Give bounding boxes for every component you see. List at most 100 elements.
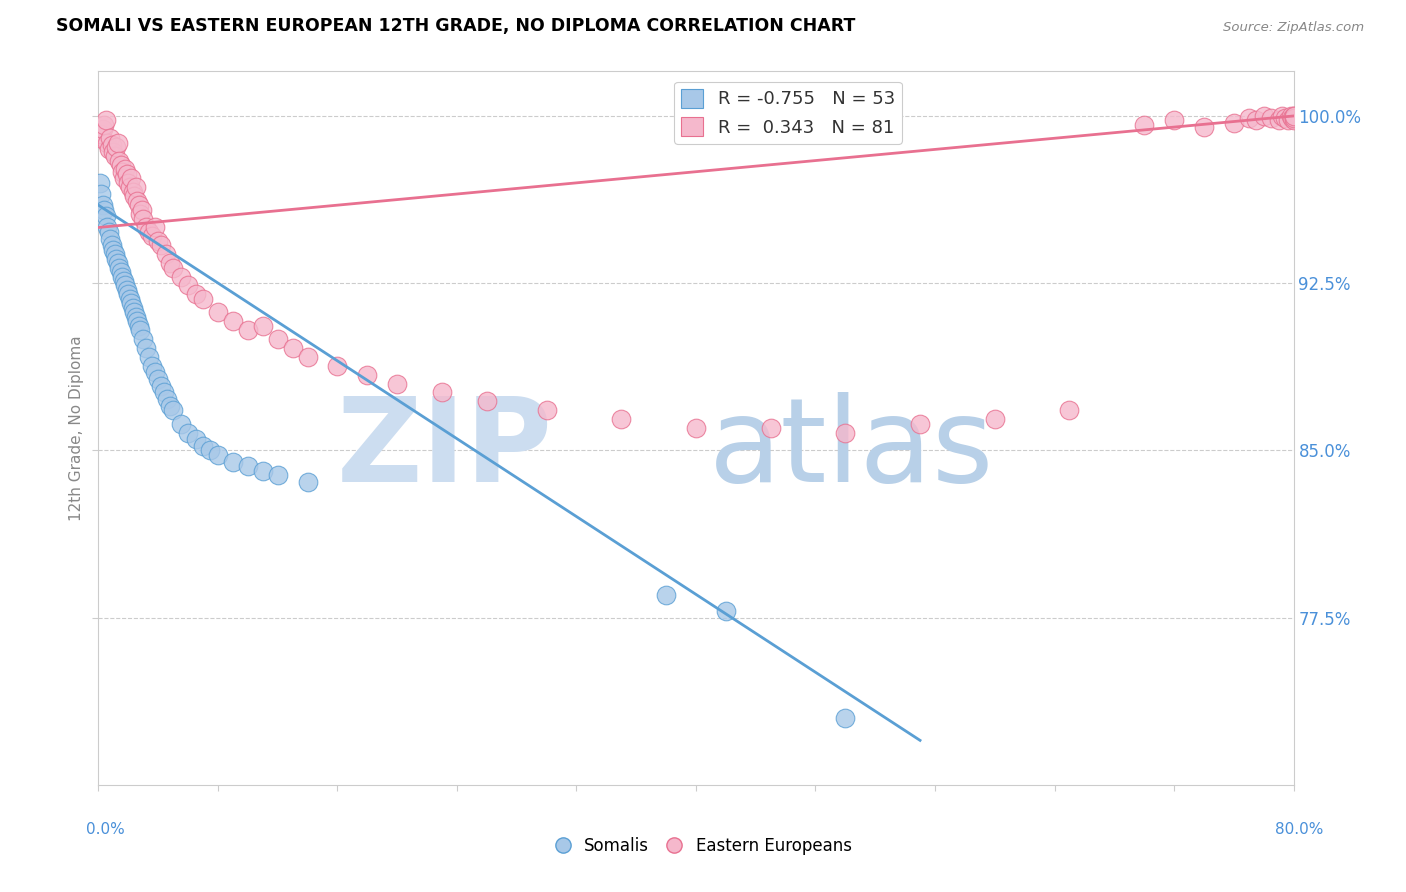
Point	[98, 131, 122, 145]
Point	[169, 269, 191, 284]
Point	[120, 296, 142, 310]
Legend: R = -0.755   N = 53, R =  0.343   N = 81: R = -0.755 N = 53, R = 0.343 N = 81	[675, 82, 903, 144]
Point	[150, 379, 173, 393]
Point	[124, 189, 146, 203]
Point	[536, 403, 558, 417]
Point	[131, 202, 153, 217]
Point	[191, 439, 214, 453]
Point	[1192, 120, 1215, 135]
Point	[177, 278, 200, 293]
Point	[141, 229, 163, 244]
Point	[267, 332, 290, 346]
Point	[90, 187, 112, 202]
Point	[430, 385, 453, 400]
Point	[138, 350, 160, 364]
Point	[128, 198, 150, 212]
Point	[1279, 109, 1302, 123]
Point	[117, 176, 139, 190]
Point	[97, 143, 120, 157]
Point	[108, 260, 131, 275]
Point	[108, 153, 131, 168]
Point	[191, 292, 214, 306]
Legend: Somalis, Eastern Europeans: Somalis, Eastern Europeans	[547, 830, 859, 862]
Point	[267, 468, 290, 483]
Point	[159, 256, 181, 270]
Point	[111, 269, 134, 284]
Point	[143, 366, 166, 380]
Point	[169, 417, 191, 431]
Point	[685, 421, 707, 435]
Point	[714, 604, 737, 618]
Point	[124, 305, 146, 319]
Point	[1237, 112, 1260, 126]
Point	[143, 220, 166, 235]
Point	[252, 464, 274, 478]
Point	[385, 376, 409, 391]
Point	[105, 252, 128, 266]
Point	[115, 167, 138, 181]
Point	[150, 238, 173, 252]
Point	[1133, 118, 1156, 132]
Point	[132, 332, 155, 346]
Point	[156, 392, 179, 407]
Point	[135, 220, 157, 235]
Point	[1163, 113, 1185, 128]
Point	[1274, 112, 1296, 126]
Point	[281, 341, 304, 355]
Point	[207, 305, 229, 319]
Point	[125, 310, 148, 324]
Point	[94, 210, 117, 224]
Point	[1282, 112, 1305, 126]
Point	[1282, 109, 1305, 123]
Point	[475, 394, 498, 409]
Point	[128, 318, 150, 333]
Point	[297, 350, 319, 364]
Point	[90, 127, 112, 141]
Point	[984, 412, 1007, 426]
Point	[177, 425, 200, 440]
Point	[834, 711, 856, 725]
Y-axis label: 12th Grade, No Diploma: 12th Grade, No Diploma	[69, 335, 84, 521]
Point	[236, 323, 259, 337]
Point	[135, 341, 157, 355]
Point	[104, 149, 127, 163]
Point	[104, 247, 127, 261]
Point	[1253, 109, 1275, 123]
Point	[138, 225, 160, 239]
Point	[96, 220, 118, 235]
Point	[162, 403, 184, 417]
Point	[110, 265, 132, 279]
Point	[96, 136, 118, 150]
Point	[120, 171, 142, 186]
Point	[184, 433, 207, 447]
Point	[107, 136, 129, 150]
Point	[127, 194, 149, 208]
Text: SOMALI VS EASTERN EUROPEAN 12TH GRADE, NO DIPLOMA CORRELATION CHART: SOMALI VS EASTERN EUROPEAN 12TH GRADE, N…	[56, 17, 856, 35]
Text: 0.0%: 0.0%	[86, 822, 125, 837]
Point	[141, 359, 163, 373]
Point	[105, 140, 128, 154]
Point	[1059, 403, 1081, 417]
Point	[98, 232, 122, 246]
Point	[129, 323, 152, 337]
Text: atlas: atlas	[709, 392, 994, 507]
Point	[101, 138, 124, 153]
Point	[222, 314, 245, 328]
Point	[153, 385, 176, 400]
Point	[159, 399, 181, 413]
Point	[759, 421, 782, 435]
Point	[118, 180, 141, 194]
Point	[114, 162, 136, 177]
Text: Source: ZipAtlas.com: Source: ZipAtlas.com	[1223, 21, 1364, 34]
Point	[118, 292, 141, 306]
Point	[103, 145, 125, 159]
Point	[111, 165, 134, 179]
Point	[115, 283, 138, 297]
Point	[155, 247, 177, 261]
Point	[200, 443, 222, 458]
Point	[101, 238, 124, 252]
Point	[297, 475, 319, 489]
Point	[1223, 116, 1246, 130]
Point	[127, 314, 149, 328]
Point	[93, 118, 115, 132]
